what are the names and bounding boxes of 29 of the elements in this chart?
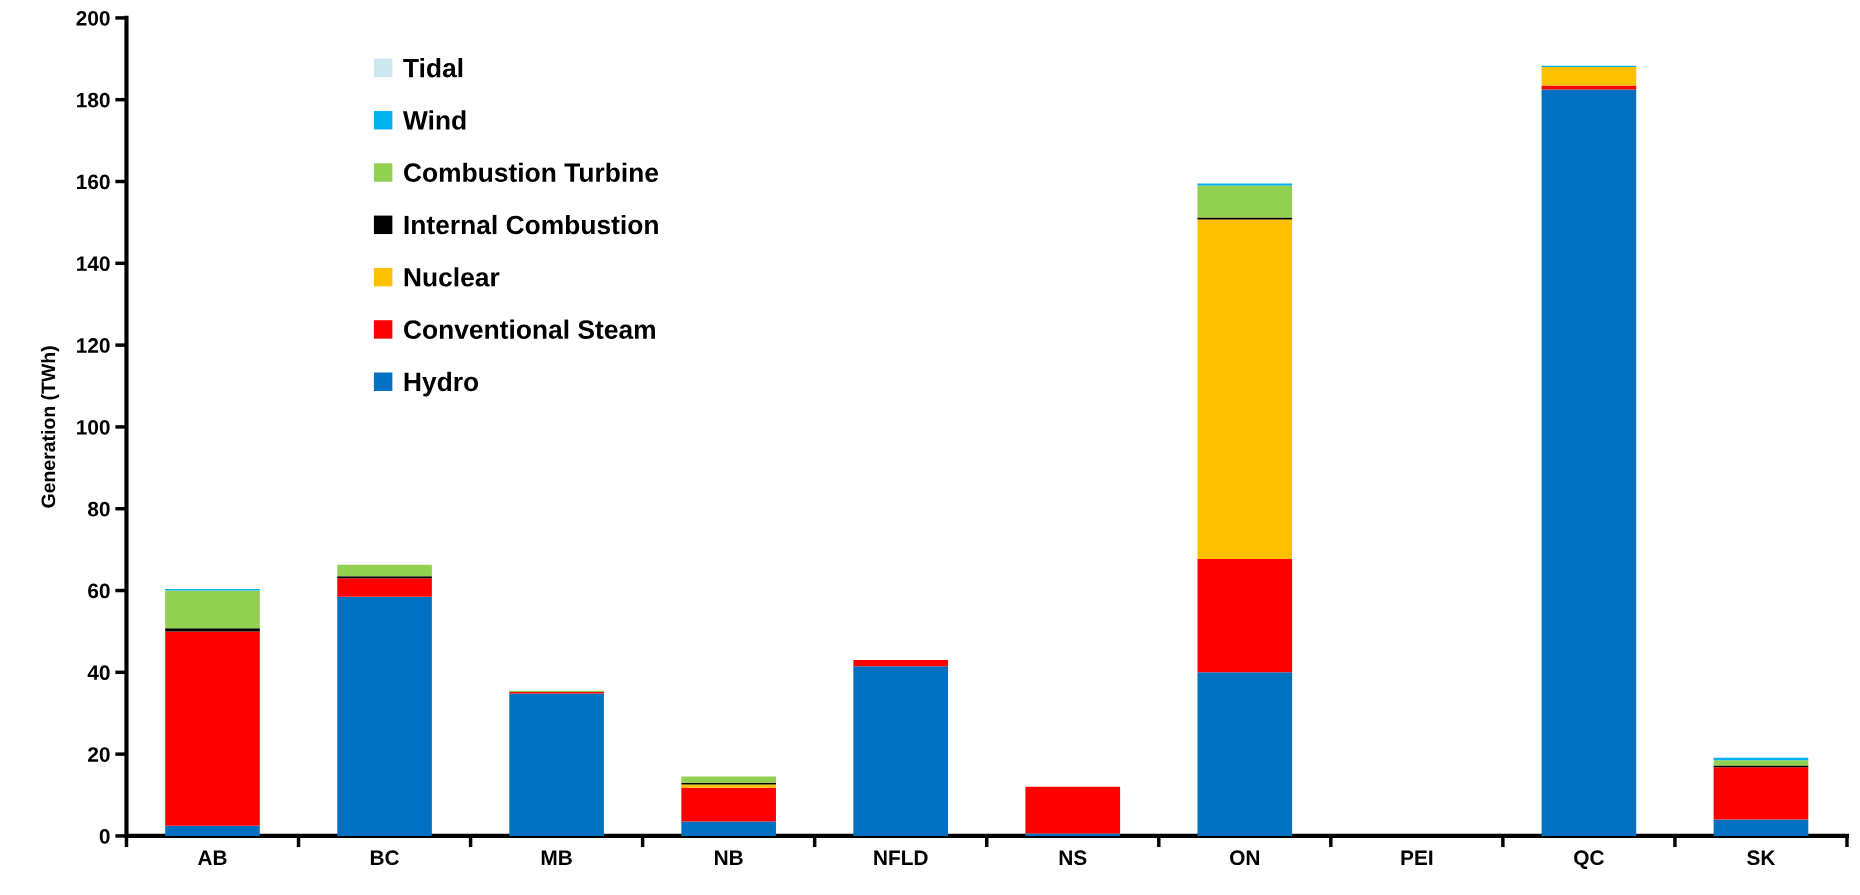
y-tick-label: 80 xyxy=(88,501,110,517)
x-tick-label: NS xyxy=(1059,850,1087,866)
x-tick-label: PEI xyxy=(1401,850,1433,865)
legend-label: Combustion Turbine xyxy=(404,162,659,183)
y-tick-label: 0 xyxy=(99,828,110,844)
legend-label: Tidal xyxy=(403,58,463,78)
y-axis-title: Generation (TWh) xyxy=(40,346,60,508)
y-tick-label: 60 xyxy=(88,583,110,599)
y-tick-label: 20 xyxy=(88,747,110,762)
x-tick-label: MB xyxy=(541,850,572,865)
x-tick-label: AB xyxy=(197,850,227,865)
y-tick-label: 200 xyxy=(76,10,110,26)
legend-label: Conventional Steam xyxy=(404,319,655,339)
x-tick-label: NFLD xyxy=(874,850,928,865)
y-tick-label: 140 xyxy=(77,256,110,272)
y-tick-label: 160 xyxy=(77,174,110,190)
x-tick-label: BC xyxy=(370,850,400,866)
x-tick-label: NB xyxy=(715,850,743,865)
legend-label: Wind xyxy=(402,110,466,130)
y-tick-label: 120 xyxy=(77,338,110,353)
y-tick-label: 180 xyxy=(77,92,110,108)
legend-label: Hydro xyxy=(404,371,479,397)
x-tick-label: ON xyxy=(1230,850,1260,866)
y-tick-label: 100 xyxy=(77,419,110,435)
x-tick-label: SK xyxy=(1747,850,1776,866)
legend-label: Nuclear xyxy=(404,267,500,287)
x-tick-label: QC xyxy=(1574,850,1604,870)
legend-label: Internal Combustion xyxy=(404,214,658,235)
y-tick-label: 40 xyxy=(87,665,110,681)
